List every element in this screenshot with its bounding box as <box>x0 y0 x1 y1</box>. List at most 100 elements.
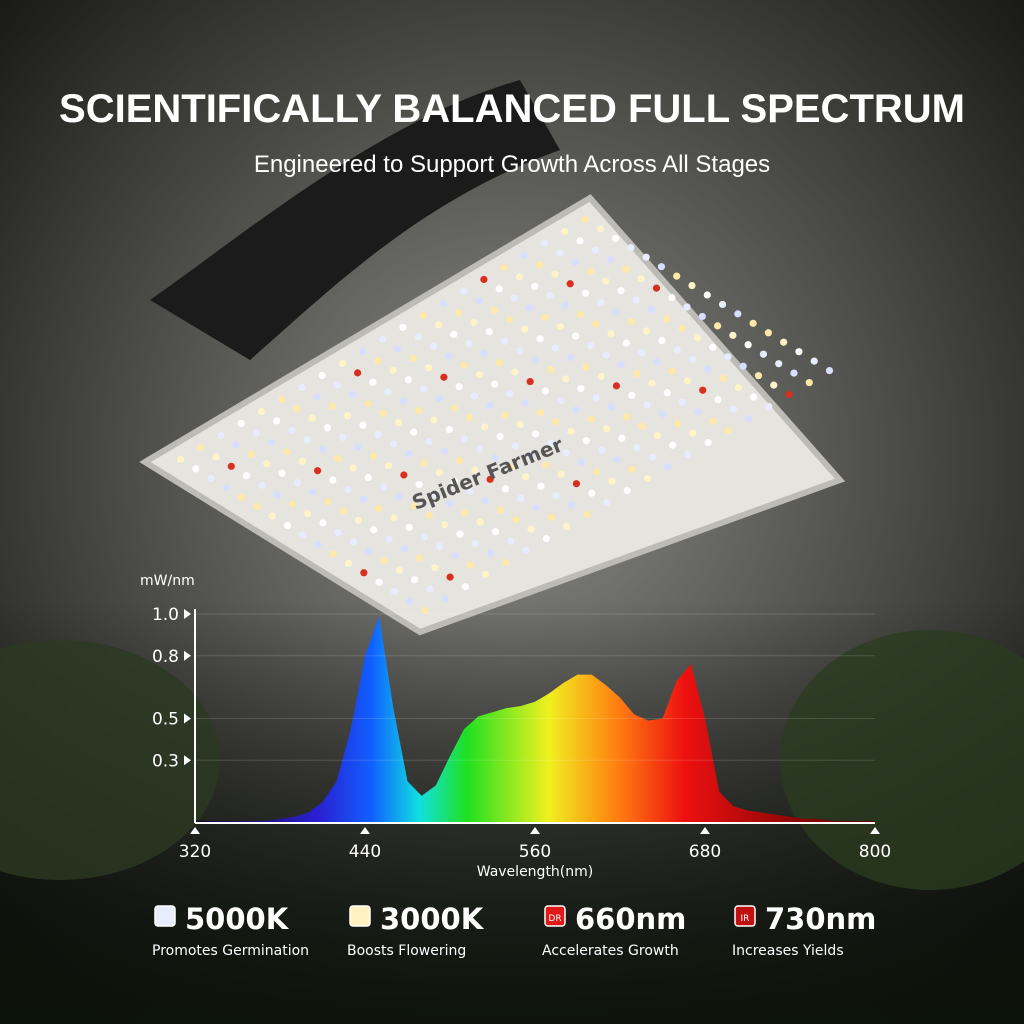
led <box>475 371 483 379</box>
led <box>430 416 438 424</box>
led <box>770 381 778 389</box>
x-tick-label: 320 <box>179 842 211 862</box>
led <box>445 425 453 434</box>
led <box>349 464 357 472</box>
led <box>526 304 534 312</box>
led <box>380 557 388 565</box>
y-tick <box>184 755 191 766</box>
feature-description: Increases Yields <box>732 943 844 959</box>
led <box>704 438 712 447</box>
led <box>450 404 458 412</box>
led <box>607 403 616 411</box>
led <box>627 317 635 326</box>
led <box>643 401 651 409</box>
led <box>552 492 560 500</box>
led <box>718 300 727 309</box>
led <box>436 542 444 550</box>
led <box>465 413 474 422</box>
led <box>490 306 498 314</box>
led <box>638 422 646 430</box>
led <box>394 419 403 427</box>
led <box>637 275 645 283</box>
led <box>739 362 747 370</box>
led <box>374 431 382 439</box>
led <box>313 393 321 401</box>
led <box>293 479 301 487</box>
led <box>263 460 271 468</box>
led <box>358 347 367 356</box>
led <box>283 521 292 530</box>
led <box>703 291 711 299</box>
led <box>505 316 514 324</box>
led <box>515 273 524 281</box>
led <box>561 227 569 236</box>
led <box>507 537 515 545</box>
led <box>440 447 448 455</box>
led <box>333 381 341 389</box>
led <box>561 301 569 309</box>
led <box>283 448 291 456</box>
led <box>500 337 509 345</box>
led <box>709 343 717 351</box>
led <box>390 514 398 522</box>
led <box>446 573 454 581</box>
led <box>576 311 585 319</box>
led <box>571 332 580 340</box>
led <box>400 545 408 553</box>
led <box>430 490 439 498</box>
led <box>642 327 651 335</box>
led <box>583 510 591 519</box>
led <box>669 441 677 449</box>
x-tick <box>530 827 540 834</box>
led <box>622 339 630 347</box>
led <box>466 561 474 569</box>
feature-description: Promotes Germination <box>152 943 309 959</box>
led <box>399 397 408 405</box>
led <box>338 359 346 368</box>
led <box>389 440 398 448</box>
led <box>495 285 503 293</box>
led <box>527 451 535 459</box>
led <box>238 493 246 501</box>
led <box>719 374 727 382</box>
led <box>435 468 443 477</box>
led <box>227 462 235 470</box>
leaf <box>0 640 220 880</box>
led <box>714 396 722 404</box>
led <box>557 396 565 405</box>
led <box>369 378 377 386</box>
led <box>596 225 604 233</box>
led <box>482 570 490 579</box>
led <box>425 437 433 446</box>
led <box>633 444 641 452</box>
led <box>683 377 692 385</box>
led <box>455 309 463 317</box>
led <box>273 491 281 499</box>
led <box>638 348 646 357</box>
led <box>597 299 605 307</box>
led <box>293 405 301 413</box>
led <box>567 353 575 362</box>
led <box>486 401 494 410</box>
led <box>577 384 585 393</box>
led <box>217 431 225 440</box>
led <box>546 292 554 300</box>
led <box>439 299 448 308</box>
led <box>318 445 327 453</box>
led <box>678 398 687 406</box>
led <box>790 369 798 377</box>
y-tick <box>184 713 191 724</box>
led <box>176 455 185 464</box>
led <box>329 476 337 484</box>
led <box>663 315 671 323</box>
led <box>663 389 671 397</box>
led <box>526 377 534 386</box>
led <box>496 432 504 441</box>
led <box>491 380 499 388</box>
led <box>673 420 682 428</box>
led <box>683 303 691 311</box>
led <box>480 349 488 357</box>
led <box>501 411 509 419</box>
led <box>562 375 570 383</box>
